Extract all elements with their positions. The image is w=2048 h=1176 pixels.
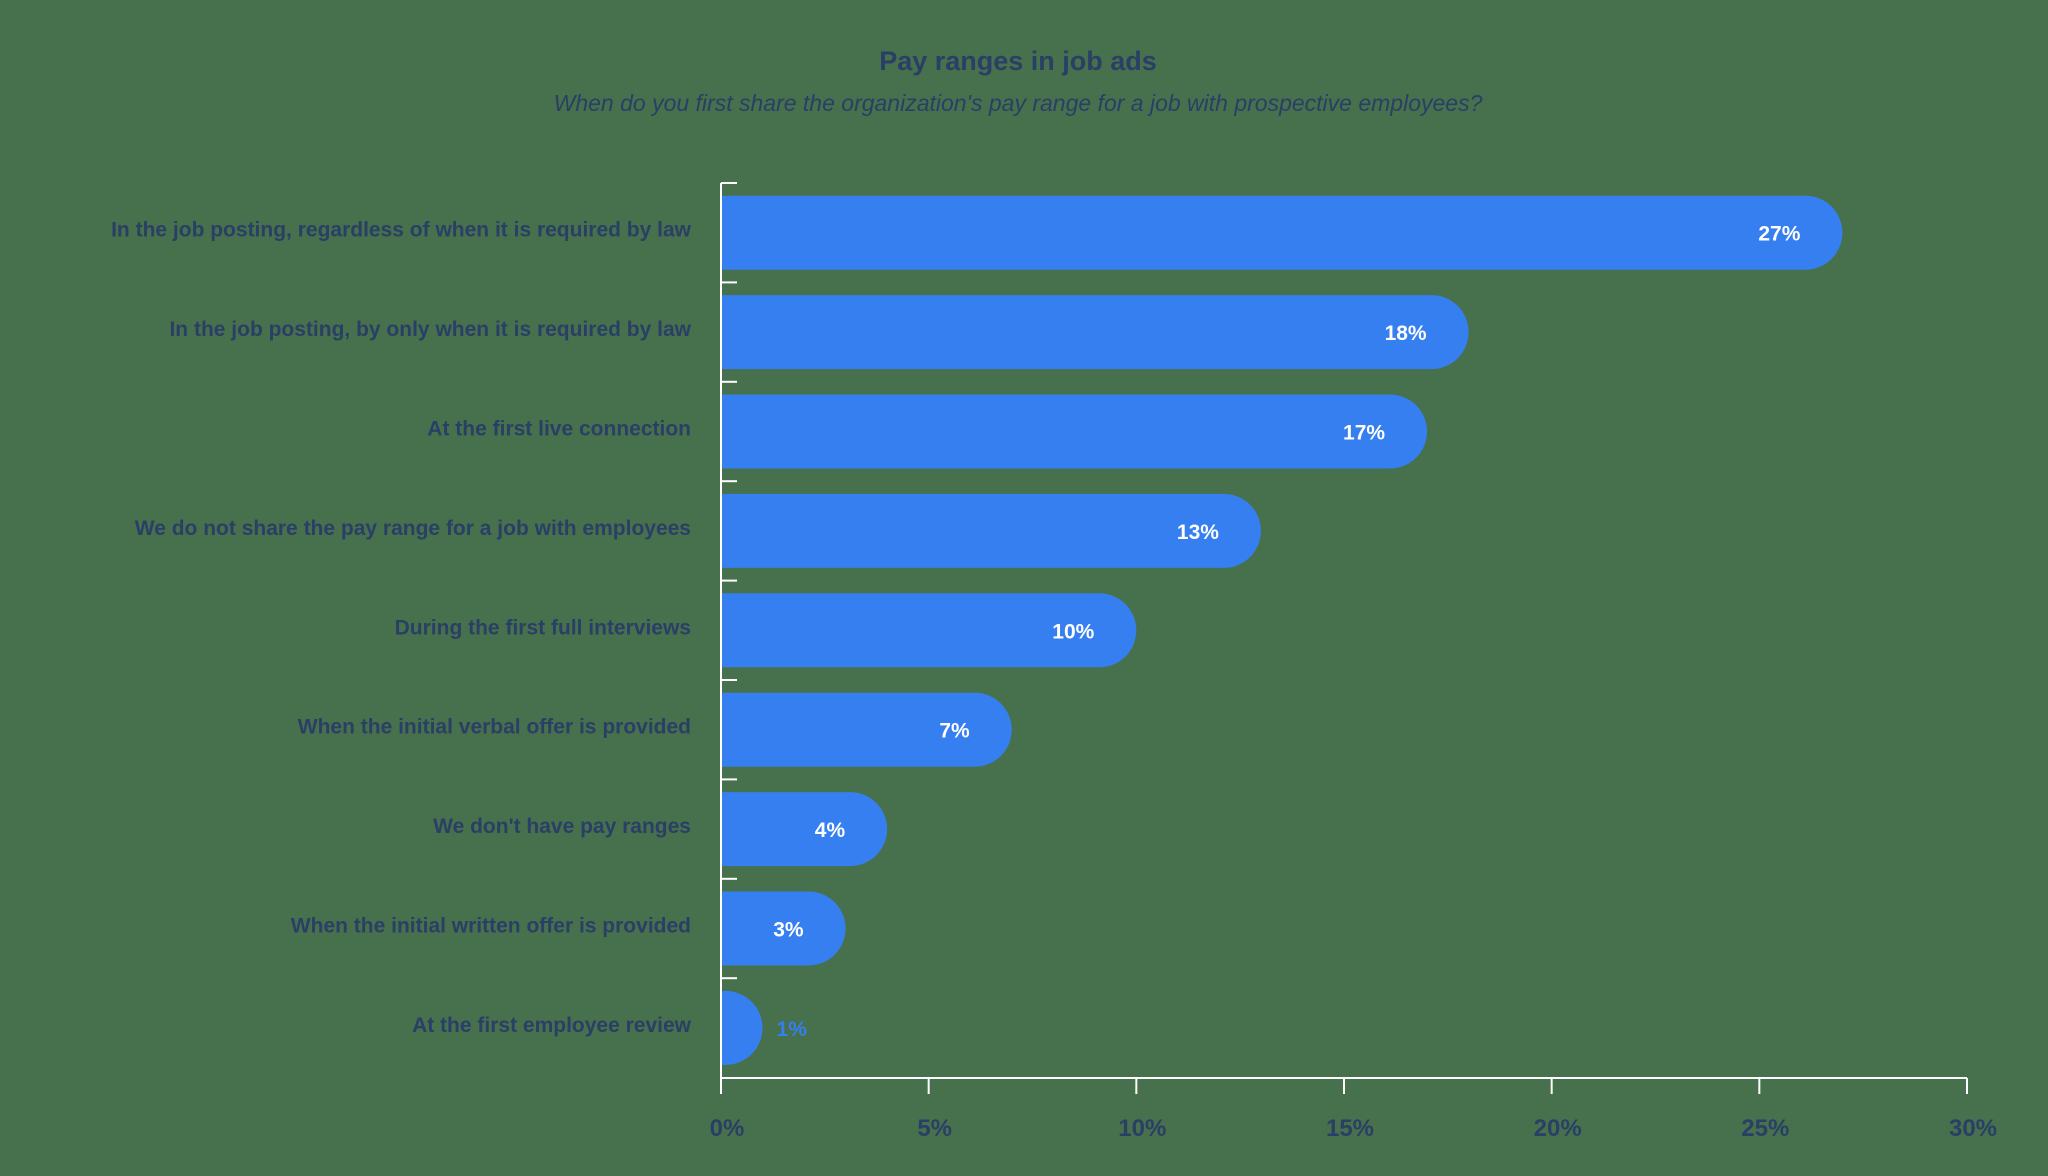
x-tick-label: 0% (710, 1115, 745, 1142)
value-label: 4% (815, 819, 846, 842)
bar (721, 891, 846, 966)
value-label: 10% (1052, 620, 1094, 643)
value-label: 3% (773, 919, 804, 942)
bar (721, 593, 1137, 668)
x-tick-label: 25% (1741, 1115, 1789, 1142)
x-tick-label: 30% (1949, 1115, 1997, 1142)
category-label: At the first employee review (412, 1014, 692, 1037)
category-label: We do not share the pay range for a job … (135, 517, 691, 540)
chart-subtitle: When do you first share the organization… (554, 90, 1483, 116)
bar (721, 295, 1469, 370)
bar (721, 493, 1261, 568)
bars-layer: In the job posting, regardless of when i… (111, 195, 1843, 1065)
bar (721, 394, 1428, 469)
value-label: 17% (1343, 422, 1385, 445)
category-label: During the first full interviews (395, 616, 691, 639)
value-label: 7% (939, 720, 970, 743)
bar (721, 792, 888, 867)
category-label: In the job posting, by only when it is r… (169, 318, 691, 341)
category-label: When the initial verbal offer is provide… (298, 716, 691, 739)
bar (721, 692, 1012, 767)
value-label: 1% (777, 1018, 808, 1041)
x-tick-label: 15% (1326, 1115, 1374, 1142)
category-label: In the job posting, regardless of when i… (111, 219, 692, 242)
bar (721, 195, 1843, 270)
value-label: 13% (1177, 521, 1219, 544)
value-label: 18% (1385, 322, 1427, 345)
x-tick-label: 10% (1118, 1115, 1166, 1142)
value-label: 27% (1758, 223, 1800, 246)
bar (721, 990, 763, 1065)
category-label: We don't have pay ranges (433, 815, 691, 838)
axes-layer: 0% 5% 10% 15% 20% 25% 30% (710, 182, 1997, 1142)
chart-title: Pay ranges in job ads (879, 46, 1157, 76)
category-label: When the initial written offer is provid… (291, 915, 691, 938)
x-tick-label: 20% (1534, 1115, 1582, 1142)
x-tick-label: 5% (917, 1115, 952, 1142)
category-label: At the first live connection (427, 418, 691, 441)
